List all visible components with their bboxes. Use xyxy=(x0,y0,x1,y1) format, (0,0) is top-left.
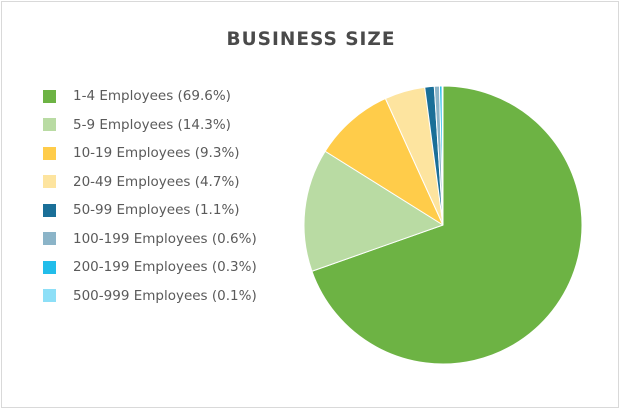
legend-swatch xyxy=(43,146,56,160)
chart-title: BUSINESS SIZE xyxy=(226,29,396,50)
legend-label: 20-49 Employees (4.7%) xyxy=(73,173,240,190)
legend-swatch xyxy=(43,232,56,245)
legend-swatch xyxy=(43,289,56,302)
legend-label: 5-9 Employees (14.3%) xyxy=(73,116,231,133)
legend-swatch xyxy=(43,89,56,103)
pie-slice xyxy=(311,85,583,365)
legend-item: 10-19 Employees (9.3%) xyxy=(43,143,240,163)
legend-label: 100-199 Employees (0.6%) xyxy=(73,230,257,247)
legend-label: 50-99 Employees (1.1%) xyxy=(73,202,240,218)
legend-swatch xyxy=(43,175,56,188)
legend-swatch xyxy=(43,118,56,131)
legend-label: 200-199 Employees (0.3%) xyxy=(73,259,257,275)
pie-slice xyxy=(441,85,444,226)
pie-chart xyxy=(303,85,583,365)
legend-item: 200-199 Employees (0.3%) xyxy=(43,257,257,277)
legend-label: 500-999 Employees (0.1%) xyxy=(73,287,257,304)
legend-item: 20-49 Employees (4.7%) xyxy=(43,172,240,192)
legend-label: 10-19 Employees (9.3%) xyxy=(73,145,240,161)
pie-slice xyxy=(324,97,444,226)
legend-label: 1-4 Employees (69.6%) xyxy=(73,88,231,104)
legend-item: 50-99 Employees (1.1%) xyxy=(43,200,240,220)
legend-item: 500-999 Employees (0.1%) xyxy=(43,286,257,306)
legend-swatch xyxy=(43,260,56,274)
legend-item: 1-4 Employees (69.6%) xyxy=(43,86,231,106)
legend-swatch xyxy=(43,203,56,217)
legend-item: 5-9 Employees (14.3%) xyxy=(43,115,231,135)
legend-item: 100-199 Employees (0.6%) xyxy=(43,229,257,249)
pie-slice xyxy=(303,150,444,272)
